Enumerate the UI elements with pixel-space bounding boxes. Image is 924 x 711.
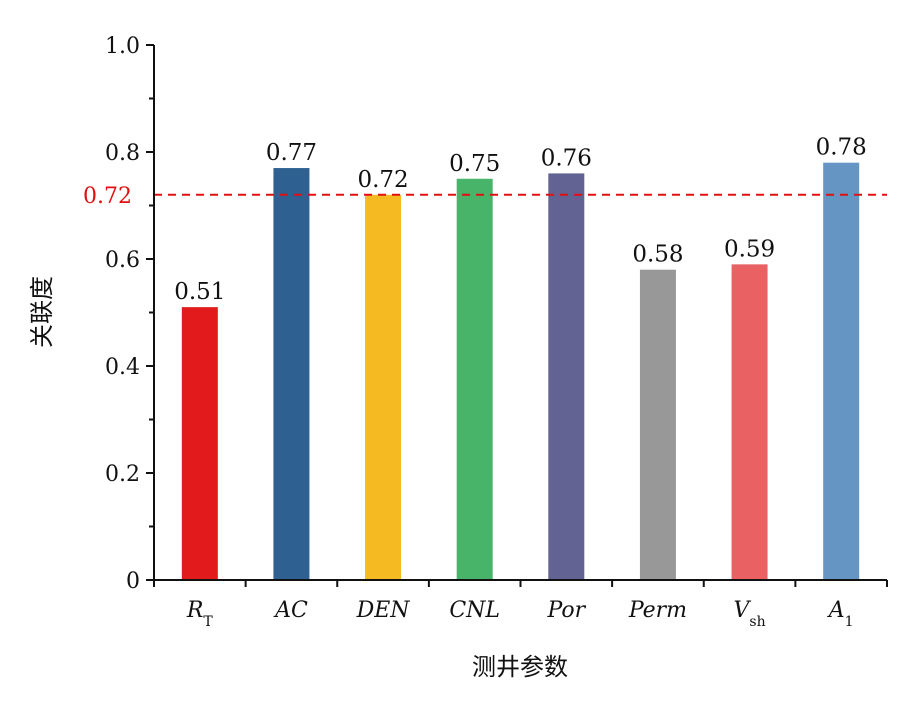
bars-group: 0.51 0.77 0.72 0.75 0.76 0.58 0.59 0.78 [174,135,867,581]
x-axis-title: 测井参数 [472,653,568,681]
bar-value-label: 0.78 [816,135,867,161]
axes-group: 0 0.2 0.4 0.6 0.8 1.0 RT AC DEN CNL Por Perm Vsh A1 [105,34,888,630]
bar [548,173,585,580]
bar-value-label: 0.77 [266,140,317,166]
bar-value-label: 0.58 [632,242,683,268]
bar-value-label: 0.75 [449,151,500,177]
x-tick-label: DEN [356,598,411,623]
x-tick-label: A1 [827,598,854,630]
bar [823,162,860,580]
bar-value-label: 0.76 [541,145,592,171]
bar [273,168,310,581]
bar [181,307,218,580]
bar-value-label: 0.59 [724,236,775,262]
x-tick-label: Por [546,598,586,623]
bar-value-label: 0.51 [174,279,225,305]
bar-value-label: 0.72 [357,167,408,193]
reference-line-label: 0.72 [83,184,132,209]
bar [456,178,493,580]
reference-line-group: 0.72 [83,184,887,209]
y-tick-label: 0 [126,569,140,594]
y-tick-label: 0.6 [105,248,140,273]
x-tick-label: Vsh [734,598,766,630]
bar [731,264,768,580]
y-tick-label: 0.4 [105,355,140,380]
y-tick-label: 1.0 [105,34,140,59]
y-axis-title: 关联度 [28,276,56,348]
y-tick-label: 0.2 [105,462,140,487]
x-tick-label: Perm [628,598,687,623]
x-tick-label: RT [186,598,214,630]
y-tick-label: 0.8 [105,141,140,166]
bar [639,269,676,580]
bar [365,194,402,581]
x-tick-label: CNL [449,598,500,623]
x-tick-label: AC [273,598,308,623]
